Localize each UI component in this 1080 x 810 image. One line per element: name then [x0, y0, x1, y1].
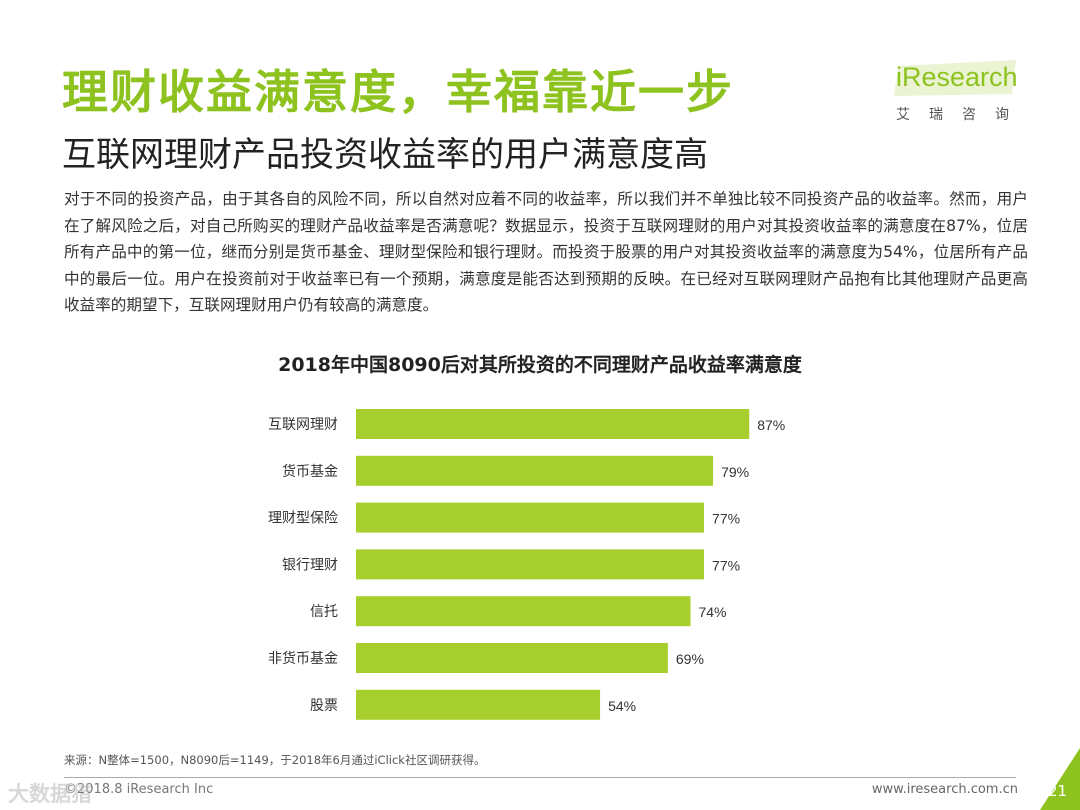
- watermark-text: 大数据猎: [8, 782, 92, 806]
- chart-title: 2018年中国8090后对其所投资的不同理财产品收益率满意度: [278, 354, 802, 376]
- bar-4: [356, 596, 691, 627]
- slide-body-text: 对于不同的投资产品，由于其各自的风险不同，所以自然对应着不同的收益率，所以我们并…: [64, 190, 1028, 314]
- value-label-2: 77%: [712, 511, 740, 527]
- website-url: www.iresearch.com.cn: [871, 782, 1018, 797]
- category-label-3: 银行理财: [282, 557, 338, 573]
- bar-chart: 互联网理财 87% 货币基金 79% 理财型保险 77% 银行理财 77% 信托 74% 非货币基金…: [268, 409, 785, 720]
- slide-title: 理财收益满意度，幸福靠近一步: [62, 65, 734, 119]
- bar-6: [356, 689, 601, 720]
- page-number-badge-icon: [1040, 748, 1080, 810]
- logo-banner-icon: [894, 60, 1016, 96]
- value-label-0: 87%: [757, 417, 785, 433]
- bar-2: [356, 502, 705, 533]
- iresearch-logo: iResearch 艾瑞咨询: [888, 56, 1028, 126]
- bar-5: [356, 643, 668, 673]
- page-number: 21: [1048, 782, 1068, 800]
- category-label-5: 非货币基金: [268, 650, 338, 667]
- value-label-3: 77%: [712, 557, 740, 573]
- value-label-6: 54%: [608, 698, 636, 714]
- logo-text: iResearch: [896, 62, 1018, 92]
- category-label-6: 股票: [310, 698, 338, 714]
- category-label-2: 理财型保险: [268, 511, 338, 527]
- source-footnote: 来源：N整体=1500，N8090后=1149，于2018年6月通过iClick…: [64, 753, 486, 767]
- category-label-1: 货币基金: [282, 463, 338, 480]
- bar-1: [356, 455, 714, 486]
- category-label-4: 信托: [310, 604, 338, 620]
- value-label-4: 74%: [698, 604, 726, 620]
- value-label-5: 69%: [676, 651, 704, 667]
- logo-subtext: 艾瑞咨询: [896, 107, 1028, 123]
- slide-subtitle: 互联网理财产品投资收益率的用户满意度高: [62, 135, 708, 175]
- bar-3: [356, 549, 705, 580]
- copyright-text: ©2018.8 iResearch Inc: [64, 782, 214, 797]
- value-label-1: 79%: [721, 464, 749, 480]
- category-label-0: 互联网理财: [268, 417, 338, 433]
- footer-divider: [64, 777, 1016, 778]
- bar-0: [356, 409, 750, 439]
